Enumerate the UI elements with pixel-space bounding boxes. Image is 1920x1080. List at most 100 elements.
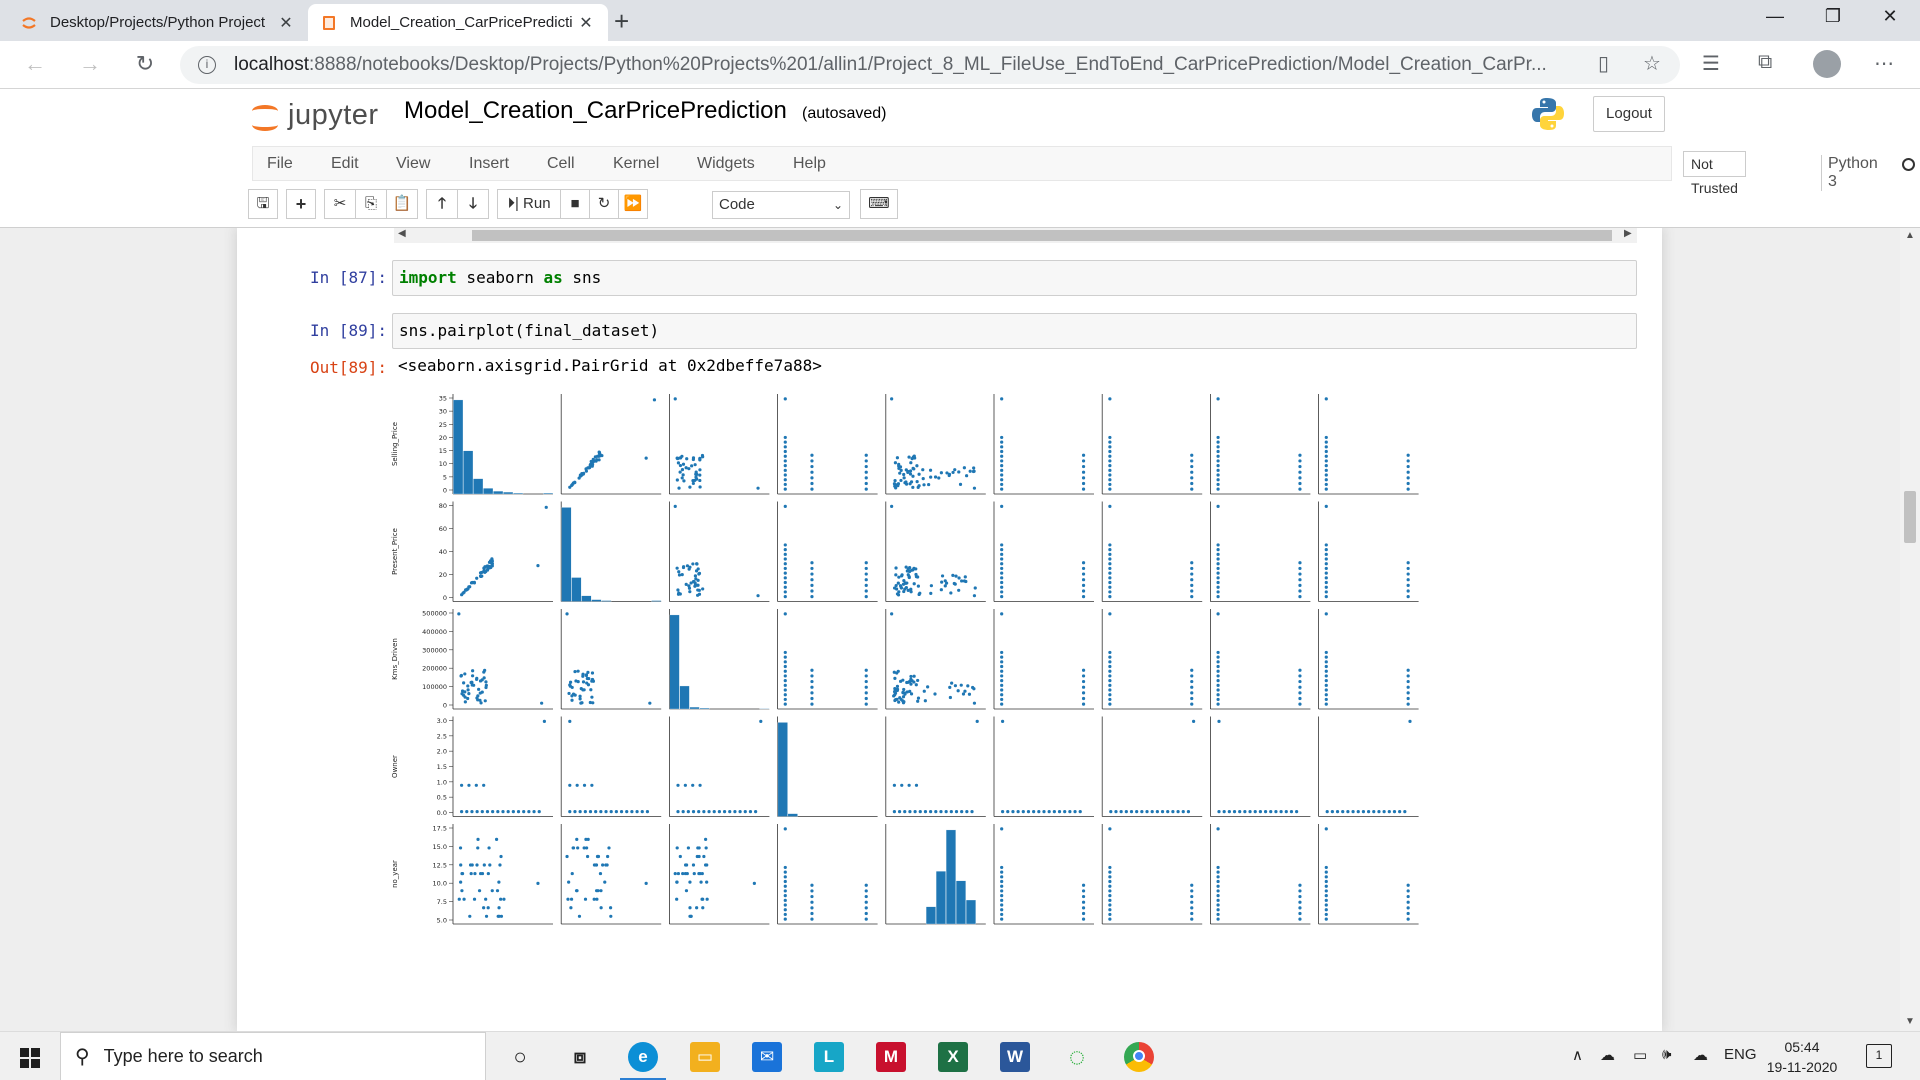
scatter-point bbox=[810, 595, 814, 599]
scatter-point bbox=[810, 572, 814, 576]
scroll-left-icon[interactable]: ◀ bbox=[398, 228, 406, 239]
info-icon[interactable]: i bbox=[198, 56, 216, 74]
new-tab-icon[interactable]: + bbox=[614, 6, 630, 36]
chrome-icon[interactable] bbox=[1124, 1042, 1154, 1072]
close-tab-icon[interactable]: ✕ bbox=[579, 14, 593, 32]
reader-icon[interactable]: ▯ bbox=[1598, 53, 1610, 75]
menu-widgets[interactable]: Widgets bbox=[697, 155, 755, 172]
notebook-title[interactable]: Model_Creation_CarPricePrediction bbox=[404, 97, 787, 124]
move-up-icon[interactable]: 🡑 bbox=[426, 189, 458, 219]
excel-icon[interactable]: X bbox=[938, 1042, 968, 1072]
copy-icon[interactable]: ⎘ bbox=[355, 189, 387, 219]
forward-icon[interactable]: → bbox=[79, 51, 101, 76]
menu-insert[interactable]: Insert bbox=[469, 155, 510, 172]
cortana-icon[interactable]: ○ bbox=[513, 1044, 527, 1069]
scatter-point bbox=[1324, 543, 1328, 547]
file-explorer-icon[interactable]: ▭ bbox=[690, 1042, 720, 1072]
scrollbar-thumb[interactable] bbox=[472, 230, 1612, 241]
network-icon[interactable]: ☁ bbox=[1693, 1047, 1708, 1064]
menu-cell[interactable]: Cell bbox=[547, 155, 575, 172]
scatter-point bbox=[687, 584, 691, 588]
collections-icon[interactable]: ⧉ bbox=[1758, 51, 1773, 73]
paste-icon[interactable]: 📋 bbox=[386, 189, 418, 219]
learning-app-icon[interactable]: L bbox=[814, 1042, 844, 1072]
scatter-point bbox=[1000, 468, 1004, 472]
code-cell-pairplot[interactable]: sns.pairplot(final_dataset) bbox=[392, 313, 1637, 349]
sync-app-icon[interactable]: ◌ bbox=[1068, 1041, 1086, 1072]
scatter-point bbox=[691, 457, 695, 462]
scatter-point bbox=[699, 880, 703, 884]
scatter-point bbox=[944, 810, 948, 814]
scatter-point bbox=[487, 566, 491, 570]
scatter-point bbox=[1324, 440, 1328, 444]
favorites-list-icon[interactable]: ☰ bbox=[1702, 53, 1720, 75]
stop-icon[interactable]: ■ bbox=[560, 189, 590, 219]
scatter-point bbox=[1108, 870, 1112, 874]
scatter-point bbox=[1063, 810, 1067, 814]
move-down-icon[interactable]: 🡓 bbox=[457, 189, 489, 219]
scatter-point bbox=[1324, 464, 1328, 468]
browser-tab-notebook[interactable]: Model_Creation_CarPricePredicti ✕ bbox=[308, 4, 608, 41]
restart-run-all-icon[interactable]: ⏩ bbox=[618, 189, 648, 219]
code-cell-import[interactable]: import seaborn as sns bbox=[392, 260, 1637, 296]
restart-icon[interactable]: ↻ bbox=[589, 189, 619, 219]
keyboard-icon[interactable]: ⌨ bbox=[860, 189, 898, 219]
menu-file[interactable]: File bbox=[267, 155, 293, 172]
scatter-point bbox=[895, 592, 900, 596]
menu-view[interactable]: View bbox=[396, 155, 431, 172]
volume-icon[interactable]: 🕪 bbox=[1662, 1046, 1672, 1063]
task-view-icon[interactable]: ⧈ bbox=[573, 1046, 587, 1068]
vertical-scrollbar[interactable]: ▲ ▼ bbox=[1900, 228, 1920, 1031]
close-tab-icon[interactable]: ✕ bbox=[279, 14, 293, 32]
minimize-icon[interactable]: — bbox=[1766, 6, 1784, 26]
mcafee-icon[interactable]: M bbox=[876, 1042, 906, 1072]
scroll-down-icon[interactable]: ▼ bbox=[1905, 1016, 1915, 1027]
scatter-point bbox=[644, 881, 648, 885]
taskbar-search-field[interactable]: ⚲ Type here to search bbox=[60, 1032, 486, 1080]
url-field[interactable]: i localhost:8888/notebooks/Desktop/Proje… bbox=[180, 46, 1680, 84]
scatter-point bbox=[589, 459, 593, 464]
logout-button[interactable]: Logout bbox=[1593, 96, 1665, 132]
close-window-icon[interactable]: ✕ bbox=[1882, 6, 1898, 26]
battery-icon[interactable]: ▭ bbox=[1633, 1047, 1648, 1064]
scatter-point bbox=[1324, 548, 1328, 552]
cell-type-select[interactable]: Code ⌄ bbox=[712, 191, 850, 219]
restore-icon[interactable]: ❐ bbox=[1824, 6, 1842, 26]
scrollbar-thumb[interactable] bbox=[1904, 491, 1916, 543]
notification-center-icon[interactable]: 1 bbox=[1866, 1044, 1892, 1068]
menu-help[interactable]: Help bbox=[793, 155, 826, 172]
kernel-name[interactable]: Python 3 bbox=[1821, 155, 1878, 191]
scroll-right-icon[interactable]: ▶ bbox=[1624, 228, 1632, 239]
menu-edit[interactable]: Edit bbox=[331, 155, 359, 172]
trust-status-button[interactable]: Not Trusted bbox=[1683, 151, 1746, 196]
show-hidden-icons-icon[interactable]: ∧ bbox=[1572, 1047, 1583, 1064]
jupyter-logo[interactable]: jupyter bbox=[252, 99, 379, 132]
windows-start-icon[interactable] bbox=[20, 1048, 40, 1068]
edge-icon[interactable]: e bbox=[620, 1042, 666, 1080]
mail-icon[interactable]: ✉ bbox=[752, 1042, 782, 1072]
onedrive-icon[interactable]: ☁ bbox=[1600, 1047, 1615, 1064]
scatter-point bbox=[893, 693, 897, 697]
scatter-point bbox=[582, 846, 586, 850]
favorite-icon[interactable]: ☆ bbox=[1643, 53, 1661, 75]
browser-tab-desktop-projects[interactable]: Desktop/Projects/Python Project ✕ bbox=[8, 4, 308, 41]
menu-kernel[interactable]: Kernel bbox=[613, 155, 660, 172]
back-icon[interactable]: ← bbox=[24, 51, 46, 76]
cut-icon[interactable]: ✂ bbox=[324, 189, 356, 219]
profile-avatar[interactable] bbox=[1813, 50, 1841, 78]
insert-cell-icon[interactable]: + bbox=[286, 189, 316, 219]
scatter-point bbox=[673, 397, 677, 401]
scatter-point bbox=[913, 810, 917, 814]
scroll-up-icon[interactable]: ▲ bbox=[1905, 230, 1915, 241]
tick-label: 17.5 bbox=[433, 825, 447, 833]
scatter-point bbox=[644, 456, 648, 460]
run-button[interactable]: ⏵| Run bbox=[497, 189, 561, 219]
more-icon[interactable]: ⋯ bbox=[1874, 53, 1894, 75]
save-icon[interactable]: 🖫 bbox=[248, 189, 278, 219]
horizontal-scrollbar[interactable]: ◀ ▶ bbox=[394, 228, 1637, 243]
reload-icon[interactable]: ↻ bbox=[135, 51, 155, 76]
word-icon[interactable]: W bbox=[1000, 1042, 1030, 1072]
taskbar-clock[interactable]: 05:44 19-11-2020 bbox=[1762, 1037, 1842, 1077]
scatter-point bbox=[864, 894, 868, 899]
language-indicator[interactable]: ENG bbox=[1724, 1046, 1757, 1063]
